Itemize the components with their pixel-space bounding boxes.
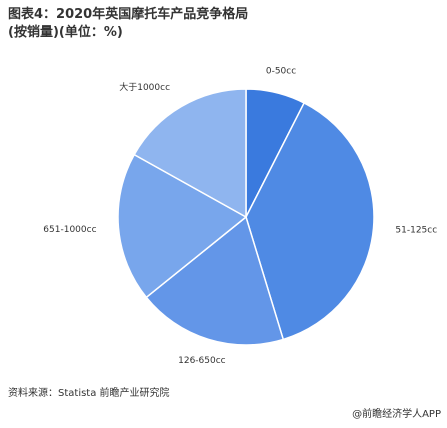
footer: @前瞻经济学人APP [352, 409, 441, 420]
slice-label: 651-1000cc [43, 225, 96, 235]
slice-label: 51-125cc [395, 226, 437, 236]
pie-slice [245, 101, 375, 341]
pie-slice [145, 215, 285, 346]
slice-label: 大于1000cc [119, 81, 170, 93]
source: 资料来源：Statista 前瞻产业研究院 [8, 388, 170, 399]
slice-label: 126-650cc [178, 356, 226, 366]
slice-label: 0-50cc [266, 67, 296, 77]
pie-slice [117, 153, 248, 299]
pie-slice [133, 88, 247, 219]
chart-title: 图表4：2020年英国摩托车产品竞争格局(按销量)(单位：%) [8, 7, 249, 40]
